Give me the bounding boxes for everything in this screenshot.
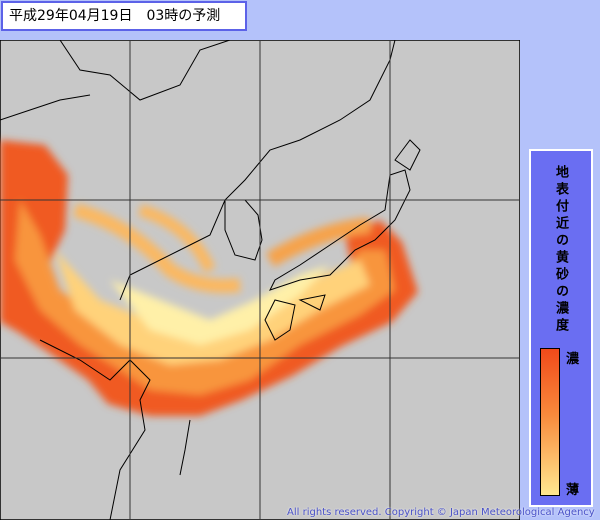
- forecast-title: 平成29年04月19日 03時の予測: [1, 1, 247, 31]
- legend-color-bar: [540, 348, 560, 496]
- legend-low-label: 薄: [566, 483, 580, 498]
- copyright: All rights reserved. Copyright © Japan M…: [287, 507, 595, 518]
- map: [0, 40, 520, 520]
- dust-plume: [0, 140, 418, 416]
- grid: [0, 40, 520, 520]
- coastlines: [0, 40, 421, 520]
- legend: 地表付近の黄砂の濃度 濃 薄: [529, 149, 593, 507]
- legend-title: 地表付近の黄砂の濃度: [553, 165, 568, 335]
- legend-high-label: 濃: [566, 352, 580, 367]
